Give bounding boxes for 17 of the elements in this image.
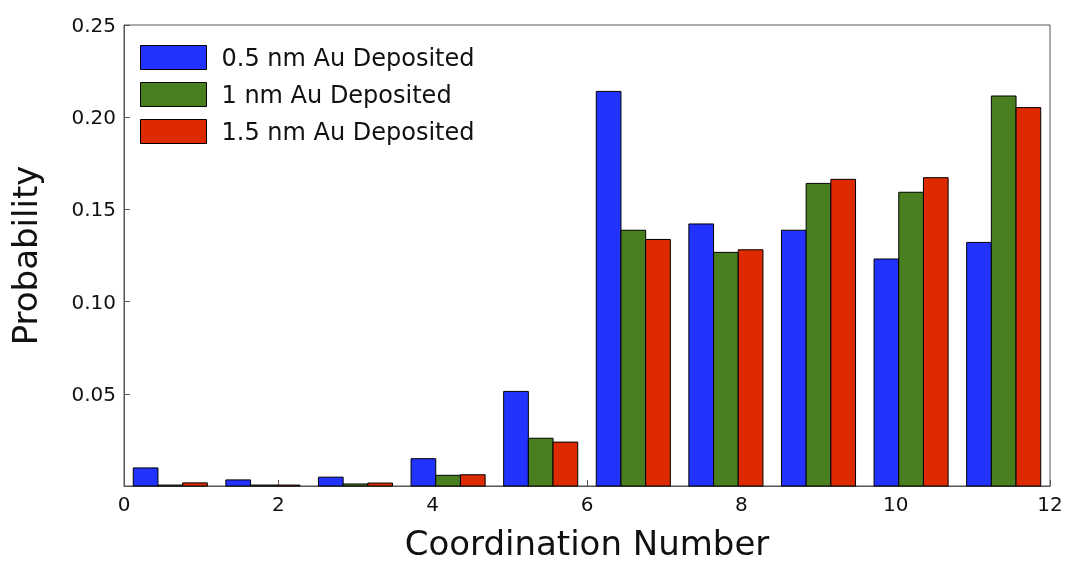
legend-label: 1.5 nm Au Deposited <box>221 117 475 146</box>
y-tick-label: 0.15 <box>71 197 116 222</box>
x-tick-label: 4 <box>426 492 440 516</box>
x-tick-label: 0 <box>117 492 131 516</box>
x-tick-label: 12 <box>1037 492 1063 516</box>
x-tick-label: 8 <box>734 492 748 516</box>
x-axis-title: Coordination Number <box>404 523 770 563</box>
x-tick-label: 6 <box>580 492 594 516</box>
x-tick-label: 2 <box>271 492 285 516</box>
legend-label: 1 nm Au Deposited <box>221 80 452 109</box>
y-tick-label: 0.05 <box>71 381 116 406</box>
y-tick-label: 0.20 <box>71 105 116 130</box>
y-axis-title: Probability <box>5 165 45 346</box>
x-tick-label: 10 <box>882 492 909 516</box>
y-tick-label: 0.10 <box>71 289 116 314</box>
legend-label: 0.5 nm Au Deposited <box>221 43 475 72</box>
y-tick-label: 0.25 <box>71 13 116 37</box>
